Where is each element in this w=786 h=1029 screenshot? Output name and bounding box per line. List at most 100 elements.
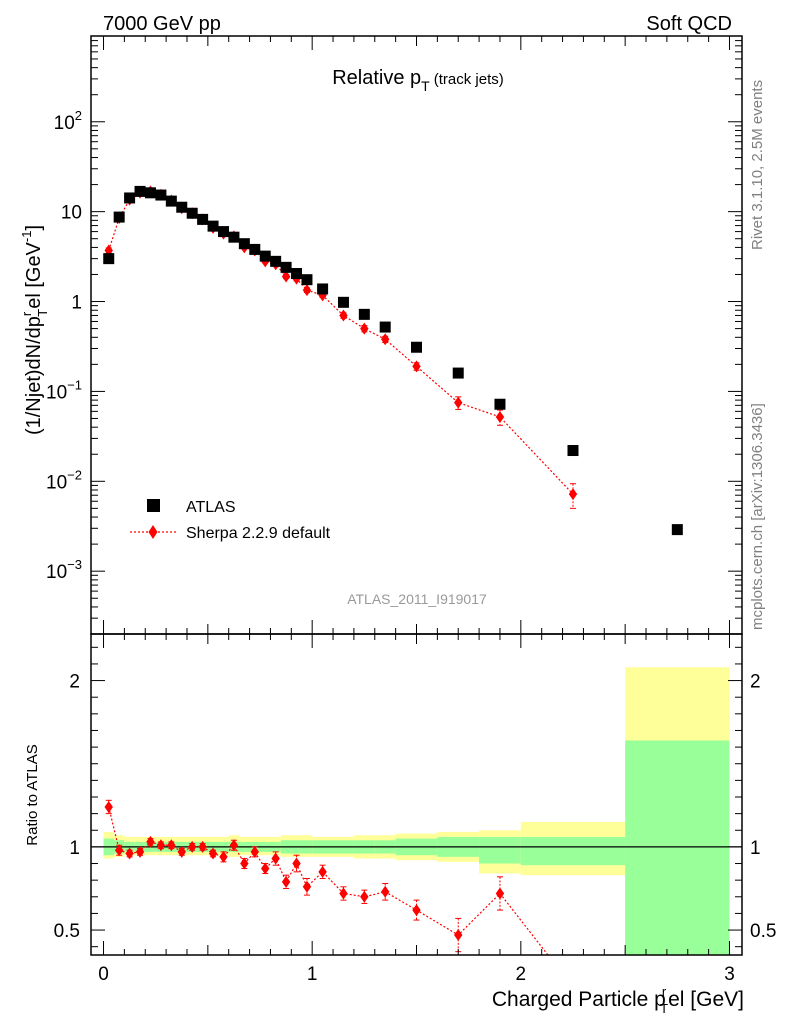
- atlas-point-5: [155, 189, 167, 201]
- ratio-band-inner-13: [479, 836, 521, 864]
- ratio-point-0: [104, 800, 113, 813]
- atlas-point-28: [671, 524, 683, 536]
- atlas-point-21: [337, 296, 349, 308]
- atlas-point-0: [103, 253, 115, 265]
- atlas-point-3: [134, 185, 146, 197]
- ratio-y-tick-label-left-0: 0.5: [54, 921, 80, 942]
- main-y-tick-label-5: 10−3: [46, 557, 82, 583]
- main-y-tick-label-4: 10−2: [46, 467, 82, 493]
- x-tick-label-0: 0: [98, 964, 109, 985]
- atlas-point-23: [379, 321, 391, 333]
- ratio-point-22: [360, 890, 369, 903]
- main-y-tick-label-2: 1: [71, 293, 82, 314]
- ratio-point-19: [302, 880, 312, 893]
- ratio-band-inner-14: [520, 836, 626, 866]
- ratio-point-15: [261, 862, 270, 875]
- ratio-point-5: [156, 839, 166, 852]
- atlas-point-22: [358, 308, 370, 320]
- ratio-point-7: [177, 845, 186, 858]
- atlas-point-8: [186, 207, 198, 219]
- ratio-point-8: [187, 840, 197, 853]
- x-axis-label: Charged Particle pr Tel [GeV]: [492, 984, 744, 1016]
- main-y-tick-label-3: 10−1: [46, 377, 82, 403]
- atlas-point-26: [494, 398, 506, 410]
- ratio-point-14: [250, 845, 259, 858]
- legend-sherpa-label: Sherpa 2.2.9 default: [186, 525, 331, 542]
- legend-atlas-label: ATLAS: [186, 499, 236, 516]
- ratio-y-tick-label-left-1: 1: [69, 838, 80, 859]
- sherpa-point-22: [360, 322, 369, 335]
- ratio-point-17: [281, 875, 291, 888]
- sherpa-point-27: [568, 488, 578, 501]
- atlas-point-12: [228, 231, 240, 243]
- sherpa-point-24: [412, 360, 421, 373]
- main-panel-data: [103, 185, 683, 536]
- ratio-bands: [91, 667, 742, 955]
- ratio-point-10: [208, 847, 218, 860]
- ratio-point-9: [198, 840, 207, 853]
- ratio-point-3: [135, 845, 145, 858]
- ratio-sherpa-line: [108, 806, 549, 956]
- axes: 0 1 2 3 102 10 1 10−1 10−2 10−3 0.5 0.5 1 1 2 2: [46, 35, 776, 985]
- header-left: 7000 GeV pp: [103, 13, 221, 35]
- atlas-point-24: [411, 341, 422, 353]
- ratio-point-13: [240, 857, 249, 870]
- ratio-y-tick-label-left-2: 2: [69, 672, 80, 693]
- atlas-point-1: [113, 211, 125, 223]
- ratio-point-2: [125, 847, 134, 860]
- y-axis-label: (1/Njet)dN/dprTel [GeV-1]: [19, 225, 50, 435]
- ratio-point-4: [146, 835, 155, 848]
- ratio-point-21: [339, 887, 348, 900]
- x-tick-label-2: 2: [516, 964, 527, 985]
- sherpa-point-21: [339, 309, 348, 322]
- ratio-point-6: [167, 839, 176, 852]
- mcplots-label: mcplots.cern.ch [arXiv:1306.3436]: [749, 403, 766, 630]
- main-frame: [90, 35, 743, 635]
- ratio-point-25: [454, 929, 463, 942]
- ratio-y-tick-label-right-0: 0.5: [750, 921, 776, 942]
- atlas-point-6: [165, 195, 177, 207]
- ratio-band-inner-15: [625, 740, 730, 955]
- x-tick-label-3: 3: [724, 964, 735, 985]
- atlas-point-17: [280, 261, 292, 273]
- ratio-point-24: [412, 904, 421, 917]
- atlas-point-19: [301, 274, 313, 286]
- sherpa-point-17: [281, 270, 291, 283]
- ratio-point-26: [495, 887, 505, 900]
- atlas-point-16: [270, 255, 282, 267]
- analysis-id: ATLAS_2011_I919017: [347, 591, 487, 607]
- header-right: Soft QCD: [646, 13, 732, 35]
- rivet-label: Rivet 3.1.10, 2.5M events: [749, 80, 766, 250]
- main-y-tick-label-1: 10: [61, 203, 82, 224]
- sherpa-point-26: [495, 410, 505, 423]
- legend: ATLAS Sherpa 2.2.9 default: [130, 499, 331, 542]
- atlas-point-7: [176, 201, 188, 213]
- atlas-point-18: [291, 268, 303, 280]
- atlas-point-25: [452, 367, 464, 379]
- sherpa-point-23: [381, 333, 390, 346]
- ratio-point-12: [229, 839, 239, 852]
- atlas-point-15: [259, 250, 271, 262]
- atlas-point-27: [567, 445, 579, 457]
- ratio-panel-data: [104, 799, 549, 956]
- ratio-axis-label: Ratio to ATLAS: [24, 744, 41, 845]
- ratio-point-23: [381, 885, 390, 898]
- ratio-y-tick-label-right-2: 2: [750, 672, 761, 693]
- sherpa-line: [108, 190, 574, 495]
- atlas-point-20: [317, 283, 329, 295]
- atlas-point-4: [144, 187, 156, 199]
- x-tick-label-1: 1: [307, 964, 318, 985]
- main-y-tick-label-0: 102: [54, 108, 82, 134]
- ratio-point-18: [292, 857, 301, 870]
- ratio-point-16: [271, 852, 280, 865]
- atlas-point-14: [249, 243, 261, 255]
- ratio-point-1: [114, 844, 124, 857]
- sherpa-point-19: [302, 284, 312, 297]
- legend-atlas-marker: [147, 499, 160, 512]
- atlas-point-10: [207, 220, 219, 232]
- chart-title: Relative pT (track jets): [332, 67, 504, 94]
- legend-sherpa-marker: [148, 525, 158, 539]
- sherpa-point-25: [454, 396, 463, 409]
